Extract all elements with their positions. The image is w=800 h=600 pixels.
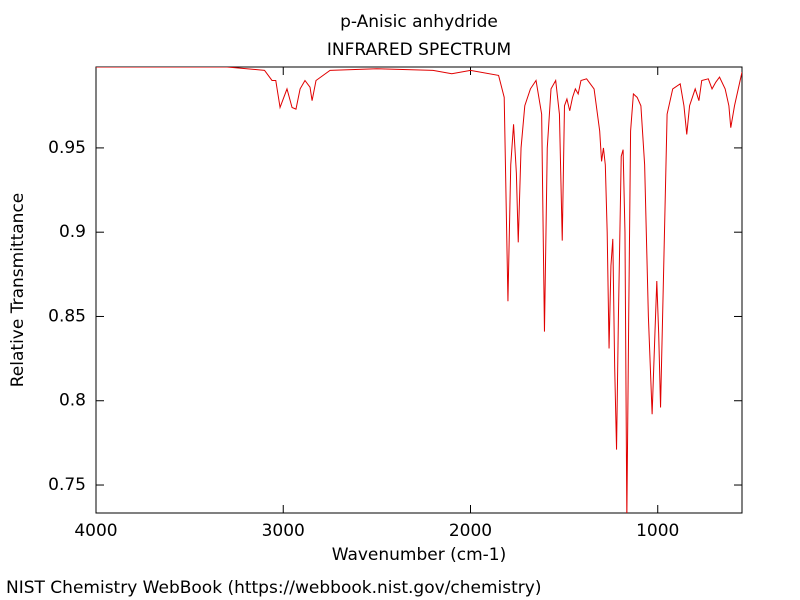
y-tick-label: 0.85	[48, 306, 86, 326]
y-tick-label: 0.95	[48, 138, 86, 158]
spectrum-line	[96, 67, 742, 513]
x-axis-label: Wavenumber (cm-1)	[332, 545, 507, 565]
chart-subtitle: INFRARED SPECTRUM	[327, 40, 511, 60]
x-tick-label: 2000	[449, 521, 492, 541]
y-axis-label: Relative Transmittance	[8, 193, 28, 388]
x-tick-label: 1000	[636, 521, 679, 541]
y-tick-label: 0.8	[59, 391, 86, 411]
y-tick-label: 0.75	[48, 475, 86, 495]
plot-frame	[95, 66, 743, 514]
source-note: NIST Chemistry WebBook (https://webbook.…	[6, 578, 541, 598]
chart-title: p-Anisic anhydride	[340, 12, 498, 32]
y-tick-label: 0.9	[59, 222, 86, 242]
x-tick-label: 4000	[74, 521, 117, 541]
x-tick-label: 3000	[262, 521, 305, 541]
